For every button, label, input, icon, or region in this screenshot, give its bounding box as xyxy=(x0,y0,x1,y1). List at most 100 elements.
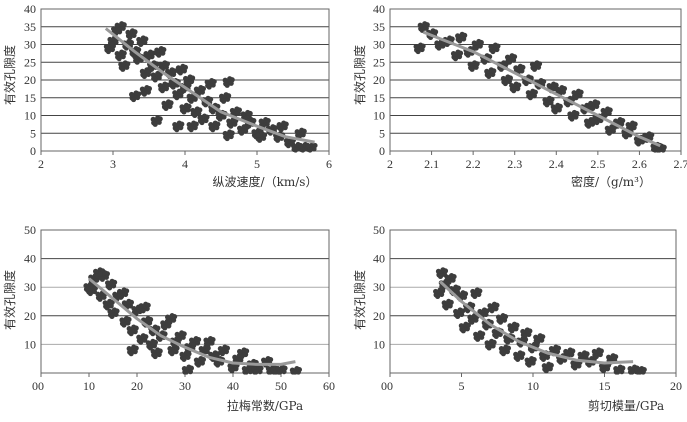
data-point xyxy=(150,116,156,122)
data-point xyxy=(635,141,642,147)
data-point xyxy=(312,142,318,149)
data-point xyxy=(478,39,484,46)
data-point xyxy=(236,107,242,113)
data-point xyxy=(217,346,223,352)
data-point xyxy=(585,123,592,129)
data-point xyxy=(473,331,479,337)
data-point xyxy=(226,118,232,124)
data-point xyxy=(591,348,597,355)
data-point xyxy=(175,65,181,71)
data-point xyxy=(229,77,235,83)
data-point xyxy=(121,50,127,56)
data-point xyxy=(105,48,111,55)
data-point xyxy=(453,308,459,315)
data-point xyxy=(185,80,191,87)
data-point xyxy=(484,68,490,74)
x-tick-label: 2 xyxy=(387,157,393,171)
data-point xyxy=(107,308,113,315)
data-point xyxy=(240,111,246,117)
data-point xyxy=(102,300,108,306)
data-point xyxy=(571,90,577,96)
x-tick-label: 2.2 xyxy=(466,157,481,171)
data-point xyxy=(116,56,122,62)
data-point xyxy=(509,328,515,334)
data-point xyxy=(482,59,488,65)
data-point xyxy=(177,70,183,76)
data-point xyxy=(157,116,163,122)
data-point xyxy=(489,308,495,314)
data-point xyxy=(600,107,606,114)
data-point xyxy=(208,351,214,357)
data-point xyxy=(436,45,442,51)
data-point xyxy=(255,132,261,138)
data-point xyxy=(132,54,138,60)
data-point xyxy=(179,121,185,127)
data-point xyxy=(417,22,423,28)
data-point xyxy=(165,68,171,74)
x-axis-label: 剪切模量/GPa xyxy=(588,398,664,413)
data-point xyxy=(186,93,192,99)
data-point xyxy=(443,305,449,311)
data-point xyxy=(139,68,145,74)
data-point xyxy=(415,48,421,55)
data-point xyxy=(188,98,194,104)
x-axis-label: 纵波速度/（km/s） xyxy=(213,174,318,189)
data-point xyxy=(449,36,455,42)
data-point xyxy=(129,91,135,98)
data-point xyxy=(565,102,571,108)
data-point xyxy=(134,59,140,65)
x-tick-label: 40 xyxy=(227,379,239,393)
y-tick-label: 35 xyxy=(373,20,385,34)
data-point xyxy=(509,83,515,89)
data-point xyxy=(258,365,264,371)
data-point xyxy=(140,308,146,314)
data-point xyxy=(487,303,493,309)
data-point xyxy=(584,351,590,357)
data-point xyxy=(533,334,539,340)
data-point xyxy=(588,100,594,106)
data-point xyxy=(143,36,149,42)
y-tick-label: 40 xyxy=(24,2,36,16)
data-point xyxy=(167,319,173,325)
data-point xyxy=(555,345,562,351)
data-point xyxy=(549,96,555,102)
data-point xyxy=(167,346,173,352)
data-point xyxy=(513,65,519,71)
data-point xyxy=(136,334,142,340)
y-axis-label: 有效孔隙度 xyxy=(2,270,17,330)
data-point xyxy=(494,302,500,308)
data-point xyxy=(606,354,612,360)
data-point xyxy=(529,61,536,67)
y-tick-label: 0 xyxy=(379,144,385,158)
data-point xyxy=(109,299,115,305)
data-point xyxy=(228,123,234,129)
data-point xyxy=(541,363,547,369)
data-point xyxy=(480,331,486,337)
data-point xyxy=(172,90,178,96)
data-point xyxy=(553,82,559,88)
data-point xyxy=(506,59,513,65)
data-point xyxy=(455,285,461,291)
data-point xyxy=(514,322,520,328)
x-tick-label: 10 xyxy=(83,379,95,393)
data-point xyxy=(215,362,221,368)
x-tick-label: 0 xyxy=(387,379,393,393)
data-point xyxy=(157,83,163,89)
data-point xyxy=(85,285,91,292)
data-point xyxy=(452,56,459,62)
data-point xyxy=(190,75,196,81)
data-point xyxy=(161,100,167,106)
data-point xyxy=(172,122,178,128)
data-point xyxy=(133,345,139,351)
data-point xyxy=(179,104,185,110)
data-point xyxy=(470,302,476,308)
data-point xyxy=(105,280,111,286)
data-point xyxy=(572,365,578,371)
data-point xyxy=(247,110,253,117)
data-point xyxy=(191,342,197,348)
data-point xyxy=(554,86,561,92)
data-point xyxy=(569,116,575,122)
data-point xyxy=(138,41,144,48)
data-point xyxy=(229,107,235,114)
data-point xyxy=(160,320,166,326)
